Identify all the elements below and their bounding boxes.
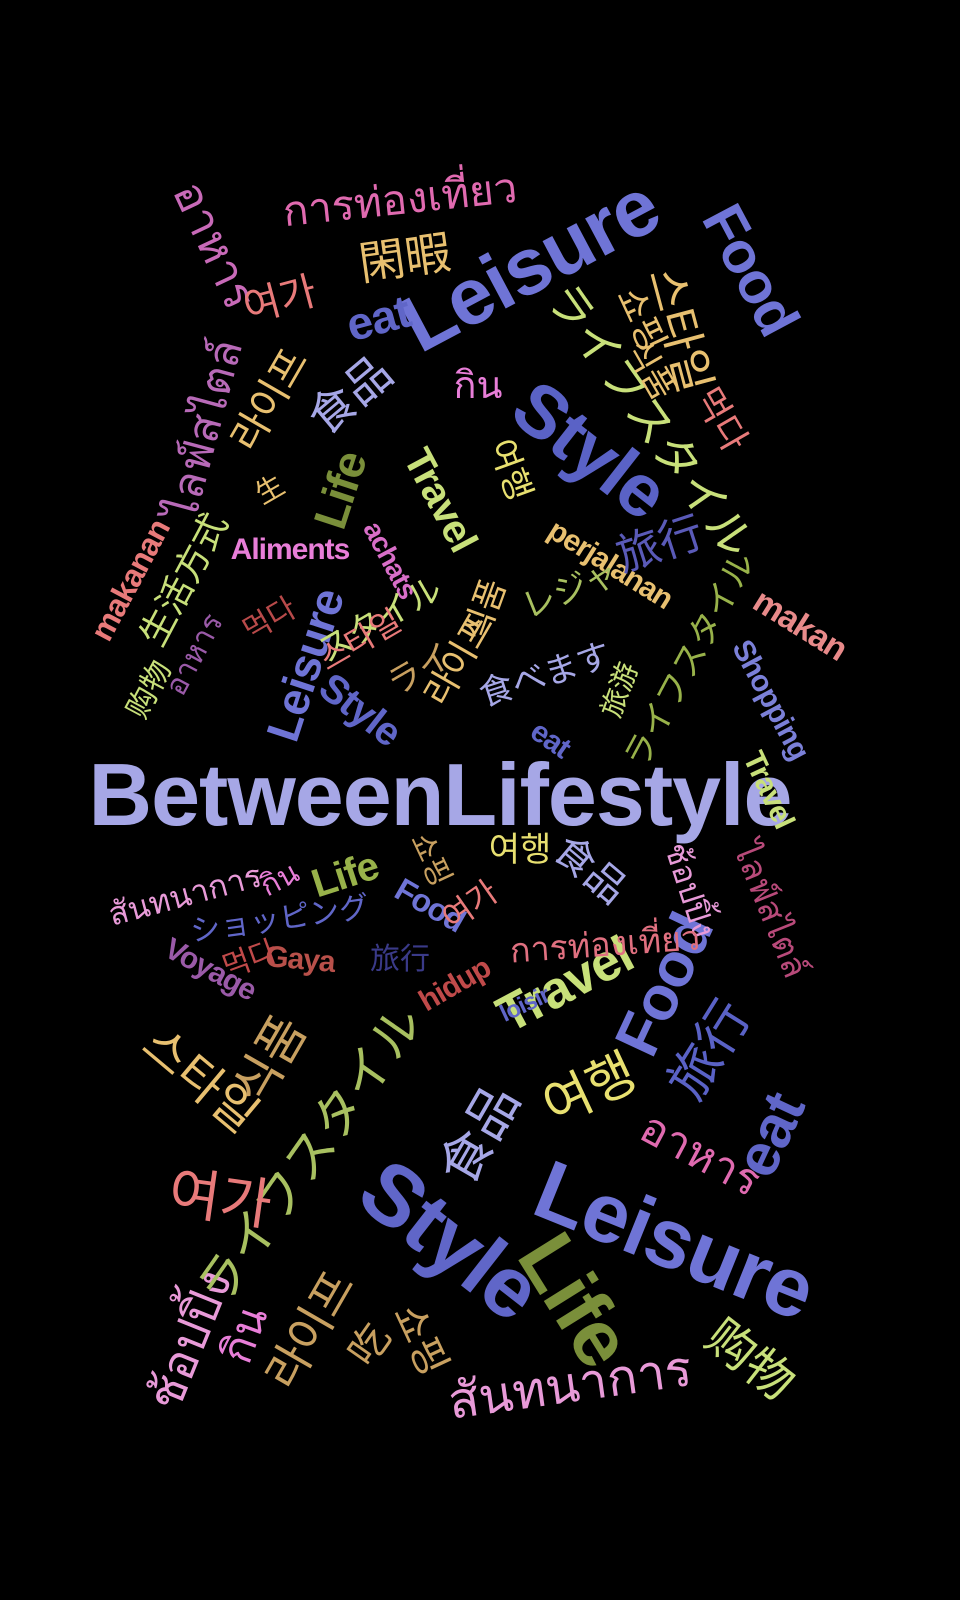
- cloud-word: 여행: [488, 830, 552, 870]
- cloud-word: レジャ: [516, 552, 624, 628]
- cloud-word: 쇼핑: [383, 1296, 457, 1384]
- cloud-word: 식품: [455, 573, 515, 647]
- cloud-word: Food: [689, 193, 812, 346]
- cloud-word: 食べます: [474, 634, 616, 716]
- cloud-word: Travel: [394, 441, 486, 559]
- cloud-word: การท่องเที่ยว: [280, 162, 520, 237]
- cloud-word: 生: [249, 468, 291, 511]
- cloud-word: 여행: [533, 1042, 647, 1138]
- cloud-word: 食品: [428, 1074, 532, 1196]
- cloud-word: กิน: [453, 363, 503, 407]
- cloud-word: 旅行: [370, 942, 430, 977]
- cloud-word: สันทนาการ: [444, 1339, 696, 1431]
- cloud-word: BetweenLifestyle: [88, 745, 793, 844]
- cloud-word: ไลฟ์สไตล์: [724, 836, 816, 984]
- cloud-word: 라이프: [254, 1261, 366, 1399]
- cloud-word: 閑暇: [355, 224, 455, 292]
- cloud-word: Life: [303, 444, 377, 536]
- cloud-word: Aliments: [230, 533, 351, 566]
- cloud-word: eat: [340, 284, 416, 352]
- cloud-word: 여가: [164, 1160, 276, 1239]
- cloud-word: 购物: [120, 655, 180, 725]
- cloud-word: กิน: [254, 855, 306, 905]
